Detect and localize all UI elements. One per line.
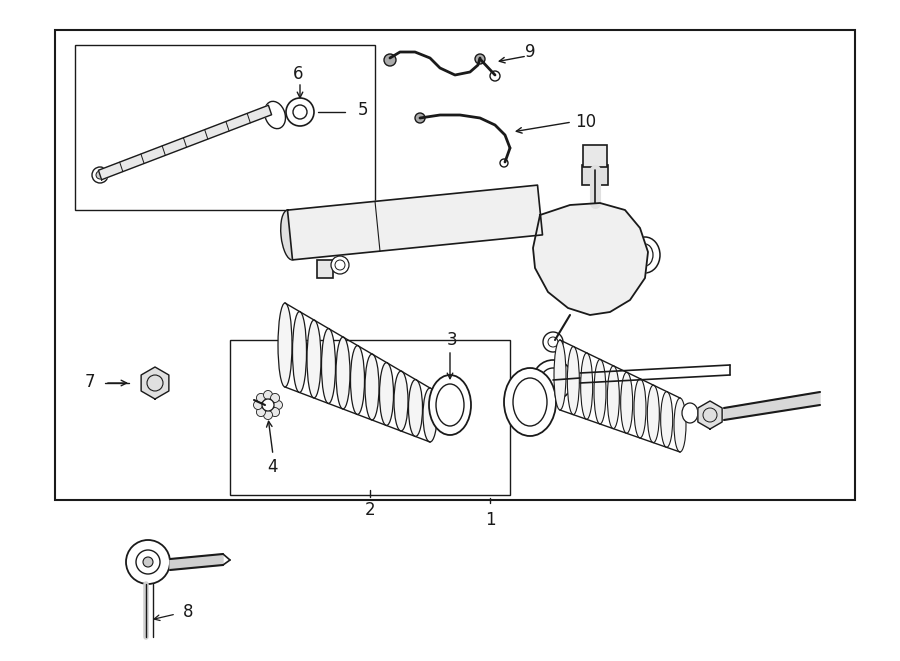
Ellipse shape	[321, 329, 336, 403]
Circle shape	[415, 113, 425, 123]
Circle shape	[256, 393, 266, 403]
Circle shape	[96, 171, 104, 179]
Ellipse shape	[278, 303, 292, 387]
Circle shape	[126, 540, 170, 584]
Text: 5: 5	[358, 101, 368, 119]
Text: 4: 4	[268, 458, 278, 476]
Circle shape	[262, 399, 274, 411]
Circle shape	[274, 401, 283, 410]
Circle shape	[533, 360, 573, 400]
Ellipse shape	[394, 371, 408, 431]
Ellipse shape	[567, 346, 580, 414]
Bar	[55, 30, 855, 500]
Ellipse shape	[336, 337, 350, 409]
Circle shape	[543, 332, 563, 352]
Ellipse shape	[661, 391, 672, 447]
Circle shape	[384, 54, 396, 66]
Ellipse shape	[409, 379, 422, 436]
Circle shape	[286, 98, 314, 126]
Circle shape	[331, 256, 349, 274]
Circle shape	[271, 393, 280, 403]
Text: 9: 9	[525, 43, 535, 61]
Circle shape	[367, 224, 373, 230]
Circle shape	[264, 410, 273, 420]
Ellipse shape	[380, 362, 393, 426]
Ellipse shape	[634, 379, 646, 438]
Text: 8: 8	[183, 603, 194, 621]
Text: 3: 3	[446, 331, 457, 349]
Circle shape	[560, 232, 576, 248]
Ellipse shape	[350, 346, 365, 414]
Polygon shape	[287, 185, 543, 260]
Ellipse shape	[554, 340, 566, 410]
Ellipse shape	[265, 101, 285, 129]
Polygon shape	[170, 554, 223, 570]
Ellipse shape	[307, 320, 321, 398]
Ellipse shape	[429, 375, 471, 435]
Circle shape	[271, 408, 280, 416]
Ellipse shape	[682, 403, 698, 423]
Ellipse shape	[423, 388, 437, 442]
Circle shape	[475, 54, 485, 64]
Circle shape	[264, 391, 273, 399]
Polygon shape	[698, 401, 722, 429]
Polygon shape	[98, 105, 272, 180]
Circle shape	[500, 159, 508, 167]
Bar	[583, 145, 607, 167]
Circle shape	[293, 105, 307, 119]
Bar	[230, 340, 510, 495]
Ellipse shape	[365, 354, 379, 420]
Circle shape	[92, 167, 108, 183]
Circle shape	[136, 550, 160, 574]
Circle shape	[490, 71, 500, 81]
Text: 10: 10	[575, 113, 596, 131]
Circle shape	[254, 401, 263, 410]
Ellipse shape	[647, 385, 660, 443]
Ellipse shape	[594, 360, 606, 424]
Circle shape	[256, 408, 266, 416]
Bar	[582, 165, 608, 185]
Polygon shape	[533, 203, 648, 315]
Ellipse shape	[674, 398, 686, 452]
Ellipse shape	[630, 237, 660, 273]
Bar	[317, 260, 333, 278]
Ellipse shape	[281, 210, 300, 260]
Text: 6: 6	[292, 65, 303, 83]
Polygon shape	[724, 392, 820, 420]
Ellipse shape	[580, 353, 593, 419]
Ellipse shape	[608, 366, 619, 429]
Bar	[75, 45, 375, 210]
Polygon shape	[141, 367, 169, 399]
Circle shape	[143, 557, 153, 567]
Ellipse shape	[292, 311, 307, 393]
Text: 7: 7	[85, 373, 95, 391]
Text: 1: 1	[485, 511, 495, 529]
Ellipse shape	[621, 372, 633, 434]
Text: 2: 2	[364, 501, 375, 519]
Ellipse shape	[504, 368, 556, 436]
